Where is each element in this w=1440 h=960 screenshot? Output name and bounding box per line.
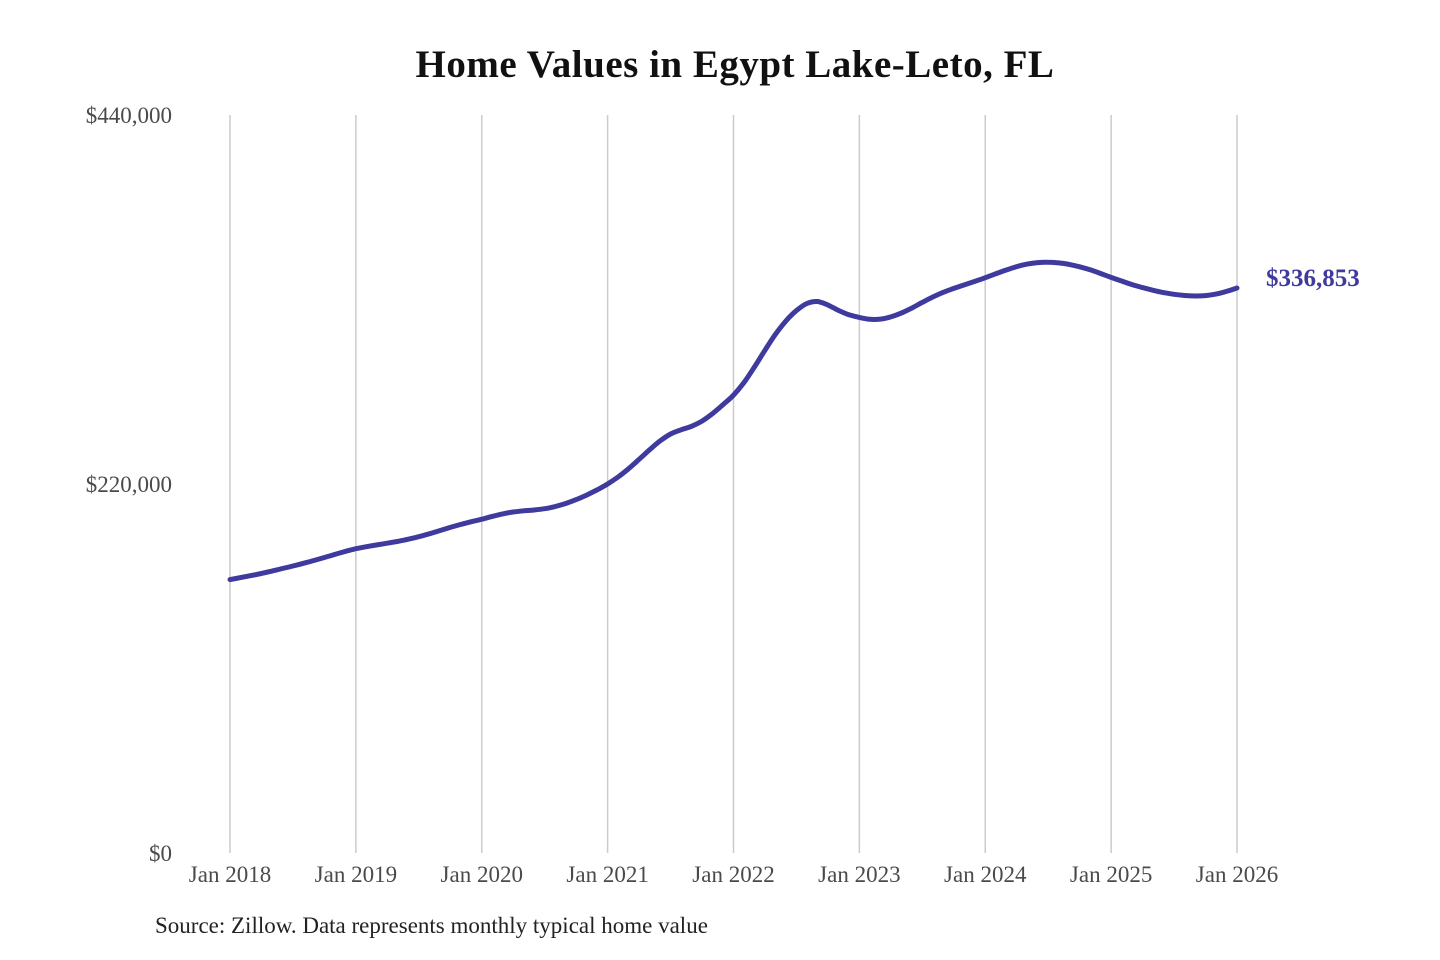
x-tick-label: Jan 2026 (1196, 862, 1278, 887)
source-note: Source: Zillow. Data represents monthly … (155, 913, 708, 938)
x-tick-label: Jan 2024 (944, 862, 1027, 887)
y-tick-label: $220,000 (86, 472, 172, 497)
x-tick-label: Jan 2019 (315, 862, 397, 887)
x-tick-label: Jan 2022 (692, 862, 774, 887)
x-tick-label: Jan 2020 (441, 862, 523, 887)
y-tick-label: $0 (149, 841, 172, 866)
chart-title: Home Values in Egypt Lake-Leto, FL (415, 43, 1055, 86)
x-tick-label: Jan 2021 (566, 862, 648, 887)
y-tick-label: $440,000 (86, 103, 172, 128)
x-tick-label: Jan 2025 (1070, 862, 1152, 887)
latest-value-label: $336,853 (1266, 265, 1360, 292)
home-value-line (227, 259, 1240, 583)
x-tick-label: Jan 2018 (189, 862, 271, 887)
x-tick-label: Jan 2023 (818, 862, 900, 887)
